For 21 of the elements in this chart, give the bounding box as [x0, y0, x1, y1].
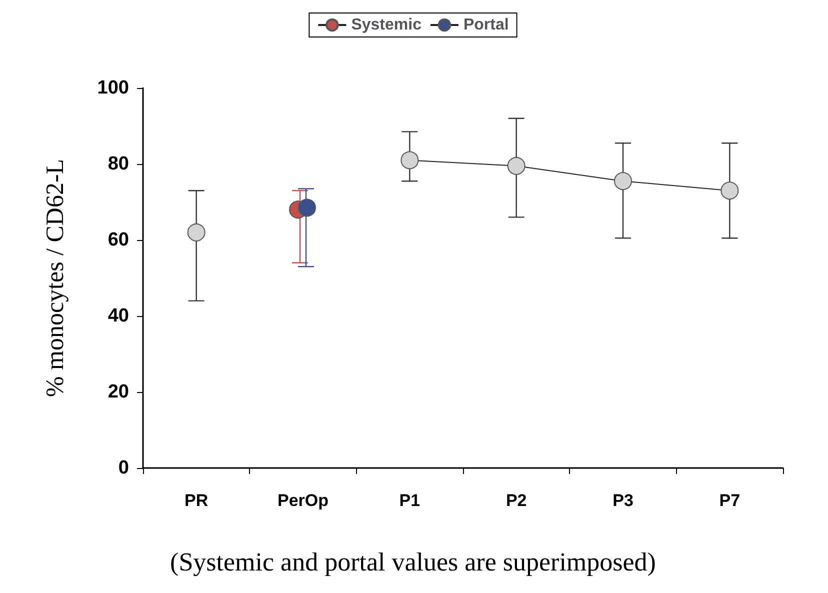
- x-tick-label: P7: [719, 491, 740, 510]
- y-tick-label: 20: [108, 382, 129, 402]
- x-tick-label: P3: [612, 491, 634, 510]
- text: (Systemic and portal values are superimposed): [170, 548, 656, 576]
- point: [614, 172, 632, 190]
- x-tick-label: P1: [399, 491, 420, 510]
- point: [720, 182, 739, 200]
- x-tick-label: PerOp: [277, 491, 329, 510]
- legend-label: Portal: [463, 16, 509, 34]
- y-tick-label: 60: [108, 230, 129, 250]
- legend-label: Systemic: [351, 16, 422, 34]
- y-tick-label: 80: [108, 154, 129, 174]
- y-tick-label: 40: [108, 306, 129, 326]
- y-axis-title: % monocytes / CD62-L: [42, 158, 69, 398]
- y-tick-label: 100: [97, 78, 129, 98]
- x-tick-label: P2: [506, 491, 527, 510]
- point: [400, 151, 419, 170]
- point: [507, 156, 526, 175]
- x-tick-label: PR: [184, 491, 208, 510]
- point: [187, 223, 206, 242]
- y-tick-label: 0: [118, 458, 129, 478]
